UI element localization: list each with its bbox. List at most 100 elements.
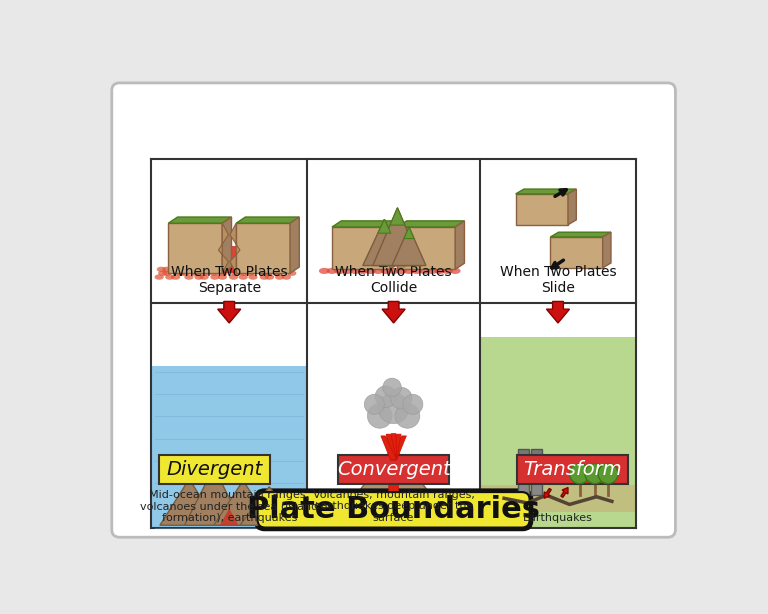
FancyBboxPatch shape bbox=[518, 455, 628, 484]
Polygon shape bbox=[218, 246, 240, 273]
Ellipse shape bbox=[227, 266, 237, 272]
Bar bbox=[480, 336, 636, 527]
Text: Divergent: Divergent bbox=[167, 460, 263, 479]
Ellipse shape bbox=[450, 268, 461, 274]
Polygon shape bbox=[222, 217, 231, 273]
Ellipse shape bbox=[419, 268, 430, 274]
Polygon shape bbox=[230, 223, 240, 273]
Ellipse shape bbox=[200, 271, 210, 276]
Text: Mid-ocean mountain ranges,
volcanoes under the sea (island
formation), earthquak: Mid-ocean mountain ranges, volcanoes und… bbox=[140, 490, 318, 523]
Text: Earthquakes: Earthquakes bbox=[523, 513, 593, 523]
Ellipse shape bbox=[287, 271, 296, 276]
Polygon shape bbox=[372, 208, 422, 265]
FancyBboxPatch shape bbox=[159, 455, 270, 484]
Polygon shape bbox=[551, 237, 603, 268]
Ellipse shape bbox=[239, 274, 248, 280]
Ellipse shape bbox=[276, 266, 285, 272]
Polygon shape bbox=[290, 217, 300, 273]
Ellipse shape bbox=[349, 268, 360, 274]
Ellipse shape bbox=[388, 268, 399, 274]
Ellipse shape bbox=[162, 266, 171, 272]
Ellipse shape bbox=[236, 266, 245, 272]
Polygon shape bbox=[184, 467, 243, 525]
Polygon shape bbox=[390, 208, 405, 225]
Ellipse shape bbox=[365, 268, 376, 274]
Ellipse shape bbox=[435, 268, 445, 274]
Polygon shape bbox=[398, 227, 455, 270]
Ellipse shape bbox=[219, 271, 228, 276]
Polygon shape bbox=[455, 221, 465, 270]
Ellipse shape bbox=[326, 268, 337, 274]
Ellipse shape bbox=[357, 268, 368, 274]
Polygon shape bbox=[515, 189, 576, 194]
Ellipse shape bbox=[412, 268, 422, 274]
FancyArrow shape bbox=[217, 301, 240, 323]
Polygon shape bbox=[160, 479, 218, 525]
FancyArrow shape bbox=[382, 301, 406, 323]
Ellipse shape bbox=[194, 274, 204, 280]
Ellipse shape bbox=[404, 268, 415, 274]
Ellipse shape bbox=[186, 266, 195, 272]
Polygon shape bbox=[515, 194, 568, 225]
Ellipse shape bbox=[200, 274, 209, 280]
Text: When Two Plates
Separate: When Two Plates Separate bbox=[171, 265, 287, 295]
Ellipse shape bbox=[248, 274, 257, 280]
Text: Plate Boundaries: Plate Boundaries bbox=[247, 495, 540, 524]
Bar bbox=[531, 449, 542, 455]
Polygon shape bbox=[387, 458, 400, 526]
Ellipse shape bbox=[283, 266, 293, 272]
Polygon shape bbox=[168, 217, 231, 223]
Circle shape bbox=[378, 393, 409, 424]
FancyArrow shape bbox=[545, 488, 551, 499]
Ellipse shape bbox=[190, 271, 200, 276]
Ellipse shape bbox=[246, 271, 255, 276]
Ellipse shape bbox=[162, 271, 171, 276]
Polygon shape bbox=[362, 219, 406, 265]
Ellipse shape bbox=[210, 274, 220, 280]
Polygon shape bbox=[551, 232, 611, 237]
Polygon shape bbox=[332, 221, 399, 227]
Text: When Two Plates
Collide: When Two Plates Collide bbox=[336, 265, 452, 295]
Polygon shape bbox=[392, 227, 426, 265]
FancyBboxPatch shape bbox=[255, 490, 532, 530]
Ellipse shape bbox=[171, 274, 180, 280]
Circle shape bbox=[375, 386, 397, 408]
FancyArrow shape bbox=[547, 301, 570, 323]
Polygon shape bbox=[386, 434, 397, 460]
Bar bbox=[518, 453, 528, 495]
Ellipse shape bbox=[273, 271, 283, 276]
Text: Transform: Transform bbox=[524, 460, 622, 479]
Polygon shape bbox=[236, 223, 290, 273]
Polygon shape bbox=[480, 485, 636, 512]
Ellipse shape bbox=[231, 271, 240, 276]
Ellipse shape bbox=[158, 271, 167, 276]
Ellipse shape bbox=[219, 266, 228, 272]
Polygon shape bbox=[168, 223, 222, 273]
Ellipse shape bbox=[260, 271, 269, 276]
Bar bbox=[151, 366, 307, 527]
FancyBboxPatch shape bbox=[112, 83, 675, 537]
Ellipse shape bbox=[218, 274, 227, 280]
Ellipse shape bbox=[180, 271, 189, 276]
Ellipse shape bbox=[334, 268, 345, 274]
Ellipse shape bbox=[157, 266, 166, 272]
Polygon shape bbox=[214, 481, 273, 525]
Ellipse shape bbox=[202, 266, 211, 272]
Polygon shape bbox=[240, 487, 299, 525]
Polygon shape bbox=[220, 508, 238, 525]
Polygon shape bbox=[398, 221, 465, 227]
Ellipse shape bbox=[263, 271, 273, 276]
Ellipse shape bbox=[245, 266, 254, 272]
Polygon shape bbox=[236, 217, 300, 223]
Ellipse shape bbox=[190, 266, 200, 272]
Circle shape bbox=[390, 387, 412, 409]
FancyBboxPatch shape bbox=[257, 492, 530, 527]
Ellipse shape bbox=[442, 268, 453, 274]
Ellipse shape bbox=[267, 266, 276, 272]
Ellipse shape bbox=[211, 266, 220, 272]
Ellipse shape bbox=[260, 274, 269, 280]
Ellipse shape bbox=[380, 268, 391, 274]
Polygon shape bbox=[332, 227, 389, 270]
Bar bbox=[518, 449, 528, 455]
Bar bbox=[531, 453, 542, 495]
